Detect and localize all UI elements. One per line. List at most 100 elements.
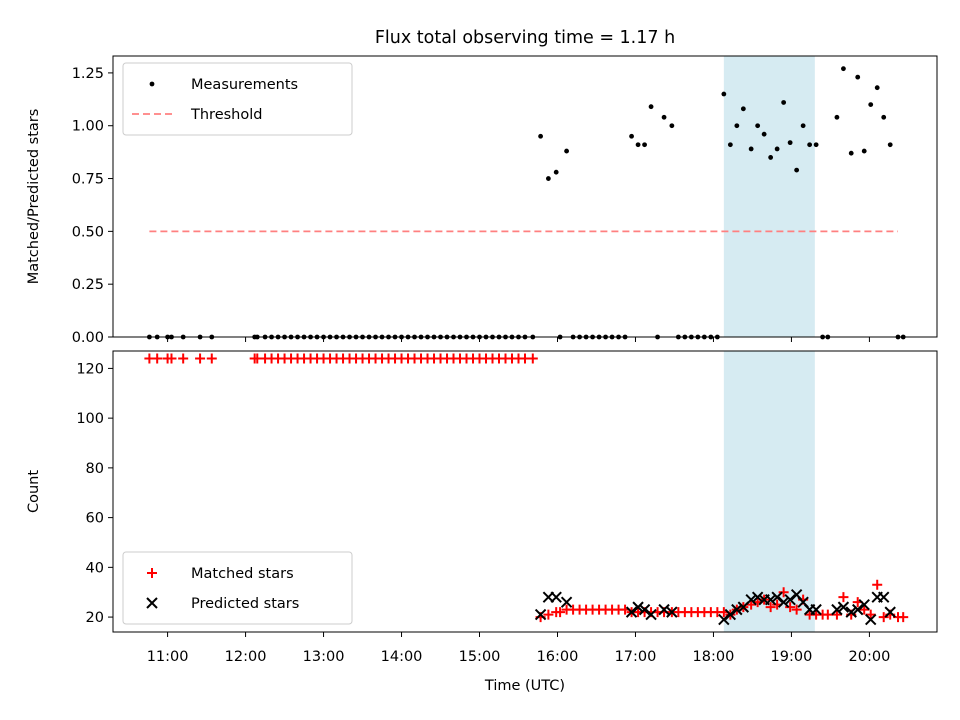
x-tick-label: 14:00 <box>381 649 423 665</box>
data-point <box>861 148 867 154</box>
data-point <box>784 593 796 606</box>
data-point <box>768 155 774 160</box>
data-point <box>534 608 547 621</box>
data-point <box>781 100 787 105</box>
data-point <box>859 604 870 615</box>
data-point <box>898 612 909 623</box>
data-point <box>724 608 737 621</box>
chart-title: Flux total observing time = 1.17 h <box>375 28 675 48</box>
y-tick-label: 20 <box>86 610 104 626</box>
data-point <box>841 66 846 72</box>
data-point <box>764 593 777 606</box>
x-tick-label: 18:00 <box>693 649 735 665</box>
y-tick-label: 0.75 <box>72 172 104 188</box>
series-matched-stars <box>144 353 909 623</box>
data-point <box>887 142 893 148</box>
legend-swatch <box>147 568 157 578</box>
data-point <box>791 604 802 615</box>
y-tick-label: 80 <box>86 461 104 477</box>
data-point <box>874 85 880 91</box>
plot-frame <box>112 350 938 633</box>
legend-label: Measurements <box>191 77 298 93</box>
y-tick-label: 0.50 <box>72 224 104 240</box>
legend-label: Threshold <box>190 107 262 123</box>
shaded-interval <box>723 56 815 337</box>
y-axis-label: Matched/Predicted stars <box>26 109 42 285</box>
data-point <box>813 142 819 148</box>
x-tick-label: 13:00 <box>303 649 345 665</box>
y-axis-label: Count <box>26 470 42 513</box>
x-tick-label: 20:00 <box>849 649 891 665</box>
data-point <box>785 602 796 613</box>
data-point <box>669 123 675 129</box>
shaded-interval <box>723 351 815 632</box>
y-tick-label: 40 <box>86 560 104 576</box>
legend-box <box>122 551 353 625</box>
legend-label: Predicted stars <box>191 596 299 612</box>
data-point <box>545 176 551 181</box>
data-point <box>852 603 864 616</box>
data-point <box>550 591 562 603</box>
data-point <box>834 114 840 120</box>
legend-swatch <box>149 81 155 87</box>
data-point <box>878 612 889 623</box>
data-point <box>625 606 638 618</box>
series-predicted-stars <box>534 588 896 626</box>
data-point <box>858 598 870 611</box>
data-point <box>838 592 849 603</box>
x-tick-label: 16:00 <box>537 649 579 665</box>
data-point <box>635 142 641 148</box>
data-point <box>837 601 850 613</box>
legend-top: Measurements Threshold <box>122 62 353 136</box>
data-point <box>731 603 743 616</box>
data-point <box>721 91 727 97</box>
data-point <box>778 587 789 598</box>
data-point <box>661 114 667 120</box>
y-tick-label: 0.00 <box>72 330 104 346</box>
data-point <box>810 603 822 616</box>
data-point <box>206 353 217 364</box>
data-point <box>807 142 813 148</box>
data-point <box>642 142 647 148</box>
data-point <box>872 579 883 590</box>
plot-frame <box>112 55 938 338</box>
y-tick-label: 0.25 <box>72 277 104 293</box>
data-point <box>761 131 767 137</box>
data-point <box>555 607 566 618</box>
data-point <box>178 353 189 364</box>
y-tick-label: 1.00 <box>72 119 104 135</box>
data-point <box>884 606 896 618</box>
legend-label: Matched stars <box>191 566 294 582</box>
data-point <box>845 606 857 618</box>
data-point <box>800 123 806 129</box>
data-point <box>878 591 890 603</box>
y-tick-label: 100 <box>76 411 104 427</box>
x-tick-label: 17:00 <box>615 649 657 665</box>
data-point <box>771 591 783 603</box>
data-point <box>666 606 678 618</box>
data-point <box>868 102 874 107</box>
legend-bottom: Matched stars Predicted stars <box>122 551 353 625</box>
data-point <box>632 601 644 613</box>
data-point <box>774 146 780 152</box>
x-tick-label: 12:00 <box>225 649 267 665</box>
data-point <box>740 106 746 112</box>
data-point <box>152 353 163 364</box>
panel-top: 0.00 0.25 0.50 0.75 1.00 1.25 Matched/Predicte… <box>26 55 938 346</box>
x-tick-label: 15:00 <box>459 649 501 665</box>
legend-box <box>122 62 353 136</box>
x-tick-label: 11:00 <box>147 649 189 665</box>
data-point <box>748 146 754 152</box>
data-point <box>777 596 790 608</box>
data-point <box>560 596 573 608</box>
data-point <box>527 353 538 364</box>
data-point <box>865 613 877 626</box>
data-point <box>727 142 733 148</box>
data-point <box>538 133 543 139</box>
data-point <box>751 591 764 603</box>
data-point <box>648 104 654 110</box>
data-point <box>794 167 800 173</box>
data-point <box>745 593 757 606</box>
x-axis-label: Time (UTC) <box>484 678 565 694</box>
